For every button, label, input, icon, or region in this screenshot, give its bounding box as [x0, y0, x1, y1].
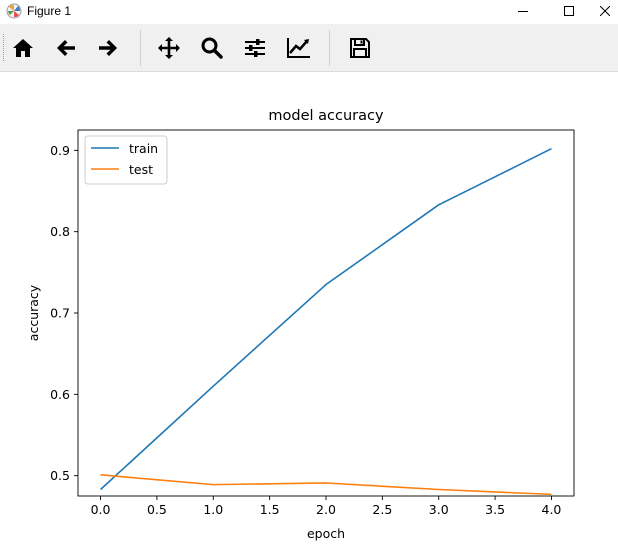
y-tick-label: 0.5 — [50, 468, 70, 483]
toolbar-separator — [140, 30, 141, 66]
title-bar: Figure 1 — [0, 0, 618, 22]
series-layer — [100, 147, 552, 496]
save-button[interactable] — [345, 33, 375, 63]
toolbar-grip[interactable] — [3, 34, 6, 61]
pan-button[interactable] — [154, 33, 184, 63]
legend-test-label: test — [129, 162, 153, 177]
move-icon — [158, 37, 180, 59]
y-tick-label: 0.6 — [50, 387, 70, 402]
minimize-icon — [518, 11, 528, 12]
window-title: Figure 1 — [27, 4, 72, 18]
x-axis: 0.0 0.5 1.0 1.5 2.0 2.5 3.0 3.5 4.0 — [91, 496, 562, 517]
maximize-icon — [564, 6, 574, 16]
x-tick-label: 3.5 — [485, 502, 505, 517]
close-button[interactable] — [592, 0, 618, 22]
y-tick-label: 0.9 — [50, 143, 70, 158]
y-axis: 0.5 0.6 0.7 0.8 0.9 — [50, 143, 78, 483]
line-chart-icon — [287, 38, 310, 58]
x-tick-label: 0.5 — [147, 502, 167, 517]
minimize-button[interactable] — [500, 0, 546, 22]
magnifier-icon — [201, 37, 223, 59]
x-tick-label: 4.0 — [542, 502, 562, 517]
x-axis-label: epoch — [307, 526, 345, 541]
maximize-button[interactable] — [546, 0, 592, 22]
series-line-test — [100, 474, 552, 496]
y-axis-label: accuracy — [26, 284, 41, 341]
x-tick-label: 2.5 — [372, 502, 392, 517]
home-icon — [13, 39, 33, 57]
matplotlib-app-icon — [6, 3, 22, 19]
forward-button[interactable] — [93, 33, 123, 63]
legend-train-label: train — [129, 141, 158, 156]
x-tick-label: 0.0 — [91, 502, 111, 517]
arrow-left-icon — [57, 40, 75, 56]
x-tick-label: 1.0 — [203, 502, 223, 517]
sliders-icon — [245, 39, 265, 57]
series-line-train — [100, 147, 552, 491]
arrow-right-icon — [99, 40, 117, 56]
chart-svg: model accuracy 0.0 0.5 1.0 1.5 2.0 2.5 3.0 3.5 4… — [26, 108, 575, 541]
home-button[interactable] — [8, 33, 38, 63]
x-tick-label: 1.5 — [260, 502, 280, 517]
x-tick-label: 2.0 — [316, 502, 336, 517]
x-tick-label: 3.0 — [429, 502, 449, 517]
y-tick-label: 0.7 — [50, 306, 70, 321]
toolbar-separator — [329, 30, 330, 66]
y-tick-label: 0.8 — [50, 224, 70, 239]
chart-title: model accuracy — [268, 108, 384, 124]
edit-axis-button[interactable] — [284, 33, 314, 63]
floppy-disk-icon — [350, 38, 370, 58]
navigation-toolbar — [0, 24, 618, 72]
zoom-button[interactable] — [197, 33, 227, 63]
configure-subplots-button[interactable] — [240, 33, 270, 63]
legend: train test — [84, 135, 168, 185]
close-icon — [600, 6, 610, 16]
figure-canvas[interactable]: model accuracy 0.0 0.5 1.0 1.5 2.0 2.5 3.0 3.5 4… — [0, 72, 618, 549]
back-button[interactable] — [51, 33, 81, 63]
